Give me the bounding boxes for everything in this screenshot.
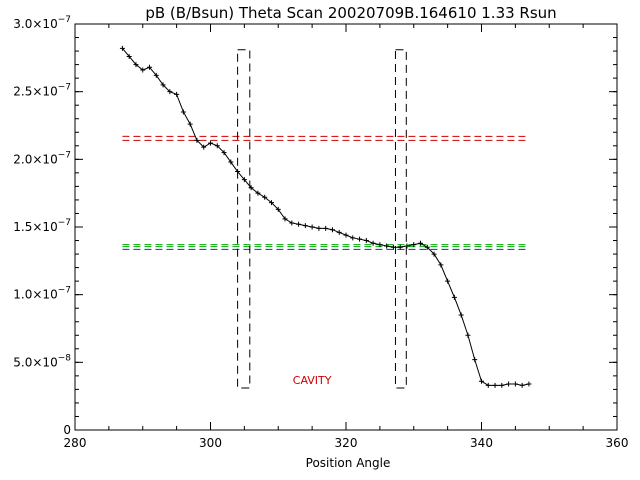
data-point xyxy=(133,62,139,68)
data-point xyxy=(512,381,518,387)
data-point xyxy=(126,53,132,59)
data-point xyxy=(390,244,396,250)
y-tick-label: 1.5×10−7 xyxy=(13,218,71,234)
x-axis-label: Position Angle xyxy=(306,456,391,470)
data-point xyxy=(147,64,153,70)
data-point xyxy=(296,221,302,227)
x-tick-label: 280 xyxy=(64,436,87,450)
series-layer xyxy=(119,45,532,388)
data-point xyxy=(255,190,261,196)
data-point xyxy=(492,382,498,388)
cavity-annotation: CAVITY xyxy=(293,374,332,387)
x-tick-label: 360 xyxy=(606,436,629,450)
data-point xyxy=(445,278,451,284)
data-point xyxy=(357,236,363,242)
data-point xyxy=(187,121,193,127)
cavity-box xyxy=(394,49,407,389)
data-point xyxy=(268,200,274,206)
data-point xyxy=(431,251,437,257)
cavity-boxes xyxy=(237,49,407,389)
x-axis-ticks: 280 300 320 340 360 xyxy=(64,24,629,450)
data-point xyxy=(465,332,471,338)
data-point xyxy=(323,225,329,231)
data-point xyxy=(384,243,390,249)
chart-title: pB (B/Bsun) Theta Scan 20020709B.164610 … xyxy=(145,4,556,22)
data-point xyxy=(499,382,505,388)
data-point xyxy=(377,242,383,248)
data-point xyxy=(248,185,254,191)
y-axis-ticks: 0 5.0×10−8 1.0×10−7 1.5×10−7 2.0×10−7 2.5×10−… xyxy=(13,15,617,437)
data-point xyxy=(180,109,186,115)
axes xyxy=(74,23,618,431)
data-point xyxy=(472,357,478,363)
data-point xyxy=(153,72,159,78)
data-point xyxy=(519,382,525,388)
data-point xyxy=(309,224,315,230)
data-point xyxy=(316,225,322,231)
data-point xyxy=(329,227,335,233)
data-point xyxy=(370,240,376,246)
data-point xyxy=(167,89,173,95)
data-point xyxy=(485,382,491,388)
data-point xyxy=(458,312,464,318)
data-point xyxy=(336,229,342,235)
x-tick-label: 340 xyxy=(470,436,493,450)
data-point xyxy=(201,144,207,150)
x-tick-label: 300 xyxy=(199,436,222,450)
data-point xyxy=(221,150,227,156)
cavity-box xyxy=(237,49,251,389)
data-point xyxy=(160,82,166,88)
plot-frame xyxy=(74,23,618,431)
data-point xyxy=(424,244,430,250)
y-tick-label: 5.0×10−8 xyxy=(13,353,71,369)
data-point xyxy=(275,206,281,212)
data-point xyxy=(451,294,457,300)
data-point xyxy=(438,262,444,268)
data-point xyxy=(241,177,247,183)
reference-lines xyxy=(122,135,529,250)
data-point xyxy=(235,169,241,175)
y-tick-label: 2.0×10−7 xyxy=(13,150,71,166)
data-point xyxy=(526,381,532,387)
data-point xyxy=(194,137,200,143)
data-point xyxy=(350,235,356,241)
data-point xyxy=(404,243,410,249)
data-point xyxy=(418,240,424,246)
data-point xyxy=(397,244,403,250)
data-point xyxy=(174,91,180,97)
data-point xyxy=(262,194,268,200)
data-point xyxy=(208,140,213,146)
data-point xyxy=(363,238,369,244)
data-point xyxy=(302,223,308,229)
data-point xyxy=(506,381,512,387)
data-point xyxy=(214,143,220,149)
data-point xyxy=(411,242,417,248)
data-point xyxy=(119,45,125,51)
data-point xyxy=(228,159,234,165)
data-point xyxy=(479,378,484,384)
data-point xyxy=(282,216,288,222)
y-tick-label: 1.0×10−7 xyxy=(13,286,71,302)
y-tick-label: 2.5×10−7 xyxy=(13,83,71,99)
data-point xyxy=(343,232,349,238)
data-point xyxy=(140,67,146,73)
x-tick-label: 320 xyxy=(335,436,358,450)
data-point xyxy=(289,220,295,226)
annotations: CAVITY xyxy=(293,374,332,387)
y-tick-label: 0 xyxy=(63,423,71,437)
y-tick-label: 3.0×10−7 xyxy=(13,15,71,31)
